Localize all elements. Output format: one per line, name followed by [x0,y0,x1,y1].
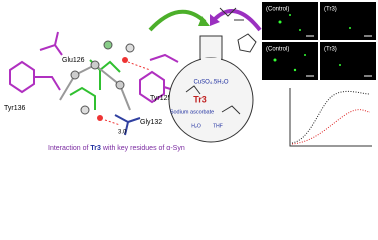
microscopy-grid [262,2,376,80]
caption-text: Interaction of [48,145,90,152]
caption-compound: Tr3 [90,145,101,152]
graphical-abstract: Tyr136 Glu126 Tyr125 Gly132 3.0 Interact… [4,2,376,152]
panel-label: (Control) [266,47,289,53]
arrowhead [198,16,210,26]
arrow [148,9,207,32]
residue-label: Gly132 [140,119,162,126]
product: Tr3 [193,94,207,104]
reagent: THF [213,123,223,129]
reagent-structure [219,7,244,21]
flask [168,35,254,143]
arrowhead [210,14,220,26]
residue-label: Glu126 [62,57,85,64]
caption: Interaction of Tr3 with key residues of … [48,145,185,152]
caption-text: with key residues of α-Syn [101,145,185,152]
residue-label: Tyr136 [4,105,26,112]
reagent: CuSO₄.5H₂O [193,80,228,86]
hbonds [104,61,151,126]
panel-label: (Control) [266,7,289,13]
reagent: H₂O [191,123,201,129]
residue-label: Tyr125 [150,95,172,102]
kinetics-plot [289,88,372,147]
atoms [70,40,135,121]
arrow [212,9,262,32]
panel-label: (Tr3) [324,7,337,13]
reagent-structure [237,33,257,53]
distance-label: 3.0 [118,130,127,136]
panel-label: (Tr3) [324,47,337,53]
reagent: Sodium ascorbate [170,109,214,115]
